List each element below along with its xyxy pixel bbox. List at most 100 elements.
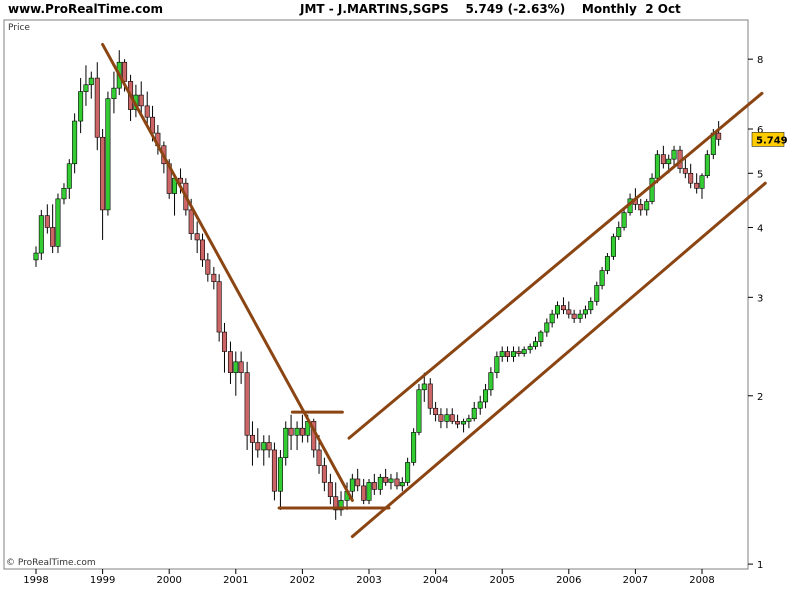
candle xyxy=(616,221,622,240)
candle xyxy=(471,401,477,422)
symbol-label: JMT - J.MARTINS,SGPS xyxy=(300,2,449,16)
candle xyxy=(532,336,538,350)
candle xyxy=(521,346,527,357)
candle xyxy=(582,305,588,319)
candle xyxy=(599,266,605,290)
candle xyxy=(294,421,300,450)
y-tick-label: 1 xyxy=(757,560,763,571)
candle xyxy=(261,435,267,466)
candle xyxy=(221,322,227,373)
candle xyxy=(511,346,517,362)
candle xyxy=(494,351,500,379)
candle xyxy=(566,301,572,319)
candle xyxy=(33,246,39,267)
candle xyxy=(44,204,50,234)
candle xyxy=(538,330,544,347)
x-tick-label: 2004 xyxy=(423,575,448,586)
candle xyxy=(716,121,722,146)
x-tick-label: 2007 xyxy=(623,575,648,586)
candle xyxy=(549,309,555,328)
candle xyxy=(527,343,533,354)
x-tick-label: 1999 xyxy=(90,575,115,586)
candle xyxy=(461,418,467,433)
candle xyxy=(111,71,117,114)
y-axis-label: Price xyxy=(8,23,30,33)
site-url[interactable]: www.ProRealTime.com xyxy=(8,2,163,16)
last-price-box xyxy=(751,132,785,147)
candle xyxy=(288,414,294,450)
candle xyxy=(654,150,660,184)
candle xyxy=(449,408,455,425)
candle xyxy=(283,421,289,466)
x-tick-label: 2002 xyxy=(290,575,315,586)
y-tick-label: 5 xyxy=(757,169,763,180)
x-tick-label: 2003 xyxy=(356,575,381,586)
candle xyxy=(321,457,327,492)
candle xyxy=(366,478,372,505)
candle xyxy=(660,145,666,169)
candle xyxy=(327,473,333,505)
candle xyxy=(349,473,355,501)
candle xyxy=(411,428,417,466)
candle xyxy=(433,401,439,422)
date-label: 2 Oct xyxy=(645,2,681,16)
y-tick-label: 6 xyxy=(757,125,763,136)
y-tick-label: 3 xyxy=(757,293,763,304)
candle xyxy=(560,297,566,315)
candle xyxy=(688,163,694,189)
candle xyxy=(227,341,233,384)
candle xyxy=(699,173,705,199)
candle xyxy=(238,351,244,384)
candle xyxy=(61,183,67,205)
candle xyxy=(72,113,78,174)
x-tick-label: 2001 xyxy=(223,575,248,586)
candle xyxy=(94,62,100,151)
channel-upper-line xyxy=(347,91,764,440)
candle xyxy=(405,457,411,486)
candle xyxy=(383,468,389,486)
candle xyxy=(477,395,483,415)
headline: JMT - J.MARTINS,SGPS 5.749 (-2.63%) Mont… xyxy=(300,2,681,16)
candle xyxy=(421,372,427,402)
candle xyxy=(694,173,700,194)
x-tick-label: 2005 xyxy=(489,575,514,586)
candle xyxy=(621,209,627,231)
candle xyxy=(271,442,277,501)
candle xyxy=(249,421,255,466)
candle xyxy=(78,78,84,134)
copyright: © ProRealTime.com xyxy=(6,558,96,568)
candle xyxy=(83,65,89,106)
trendline-layer xyxy=(101,42,767,539)
candle xyxy=(355,468,361,492)
candle xyxy=(299,414,305,443)
candle xyxy=(394,472,400,490)
candle xyxy=(333,482,339,520)
candle xyxy=(505,346,511,362)
chart-header: www.ProRealTime.com JMT - J.MARTINS,SGPS… xyxy=(0,0,800,20)
candle xyxy=(138,81,144,114)
candle xyxy=(704,150,710,179)
candle xyxy=(144,91,150,126)
candle xyxy=(644,198,650,216)
candle xyxy=(100,129,106,240)
last-price-marker: 5.749 xyxy=(751,132,788,147)
x-tick-label: 2006 xyxy=(556,575,581,586)
candle xyxy=(244,361,250,450)
candle xyxy=(388,473,394,490)
price-change: (-2.63%) xyxy=(507,2,566,16)
candle xyxy=(205,253,211,282)
candle xyxy=(50,204,56,254)
candle xyxy=(66,159,72,199)
candle xyxy=(499,346,505,362)
candle xyxy=(682,159,688,179)
candle xyxy=(671,145,677,169)
candle xyxy=(338,491,344,516)
candle xyxy=(55,193,61,254)
candle xyxy=(233,351,239,396)
candle xyxy=(38,209,44,260)
candle xyxy=(194,221,200,254)
candle xyxy=(455,414,461,429)
candle xyxy=(438,408,444,429)
candle xyxy=(554,301,560,319)
